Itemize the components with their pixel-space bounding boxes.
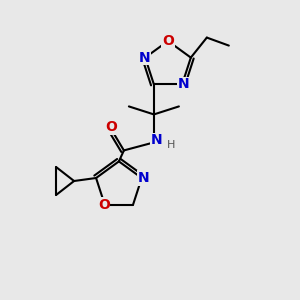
Text: O: O xyxy=(162,34,174,48)
Text: O: O xyxy=(98,198,110,212)
Text: H: H xyxy=(167,140,175,150)
Text: N: N xyxy=(138,171,149,185)
Text: N: N xyxy=(151,134,163,147)
Text: N: N xyxy=(138,51,150,64)
Text: O: O xyxy=(105,120,117,134)
Text: N: N xyxy=(177,77,189,92)
